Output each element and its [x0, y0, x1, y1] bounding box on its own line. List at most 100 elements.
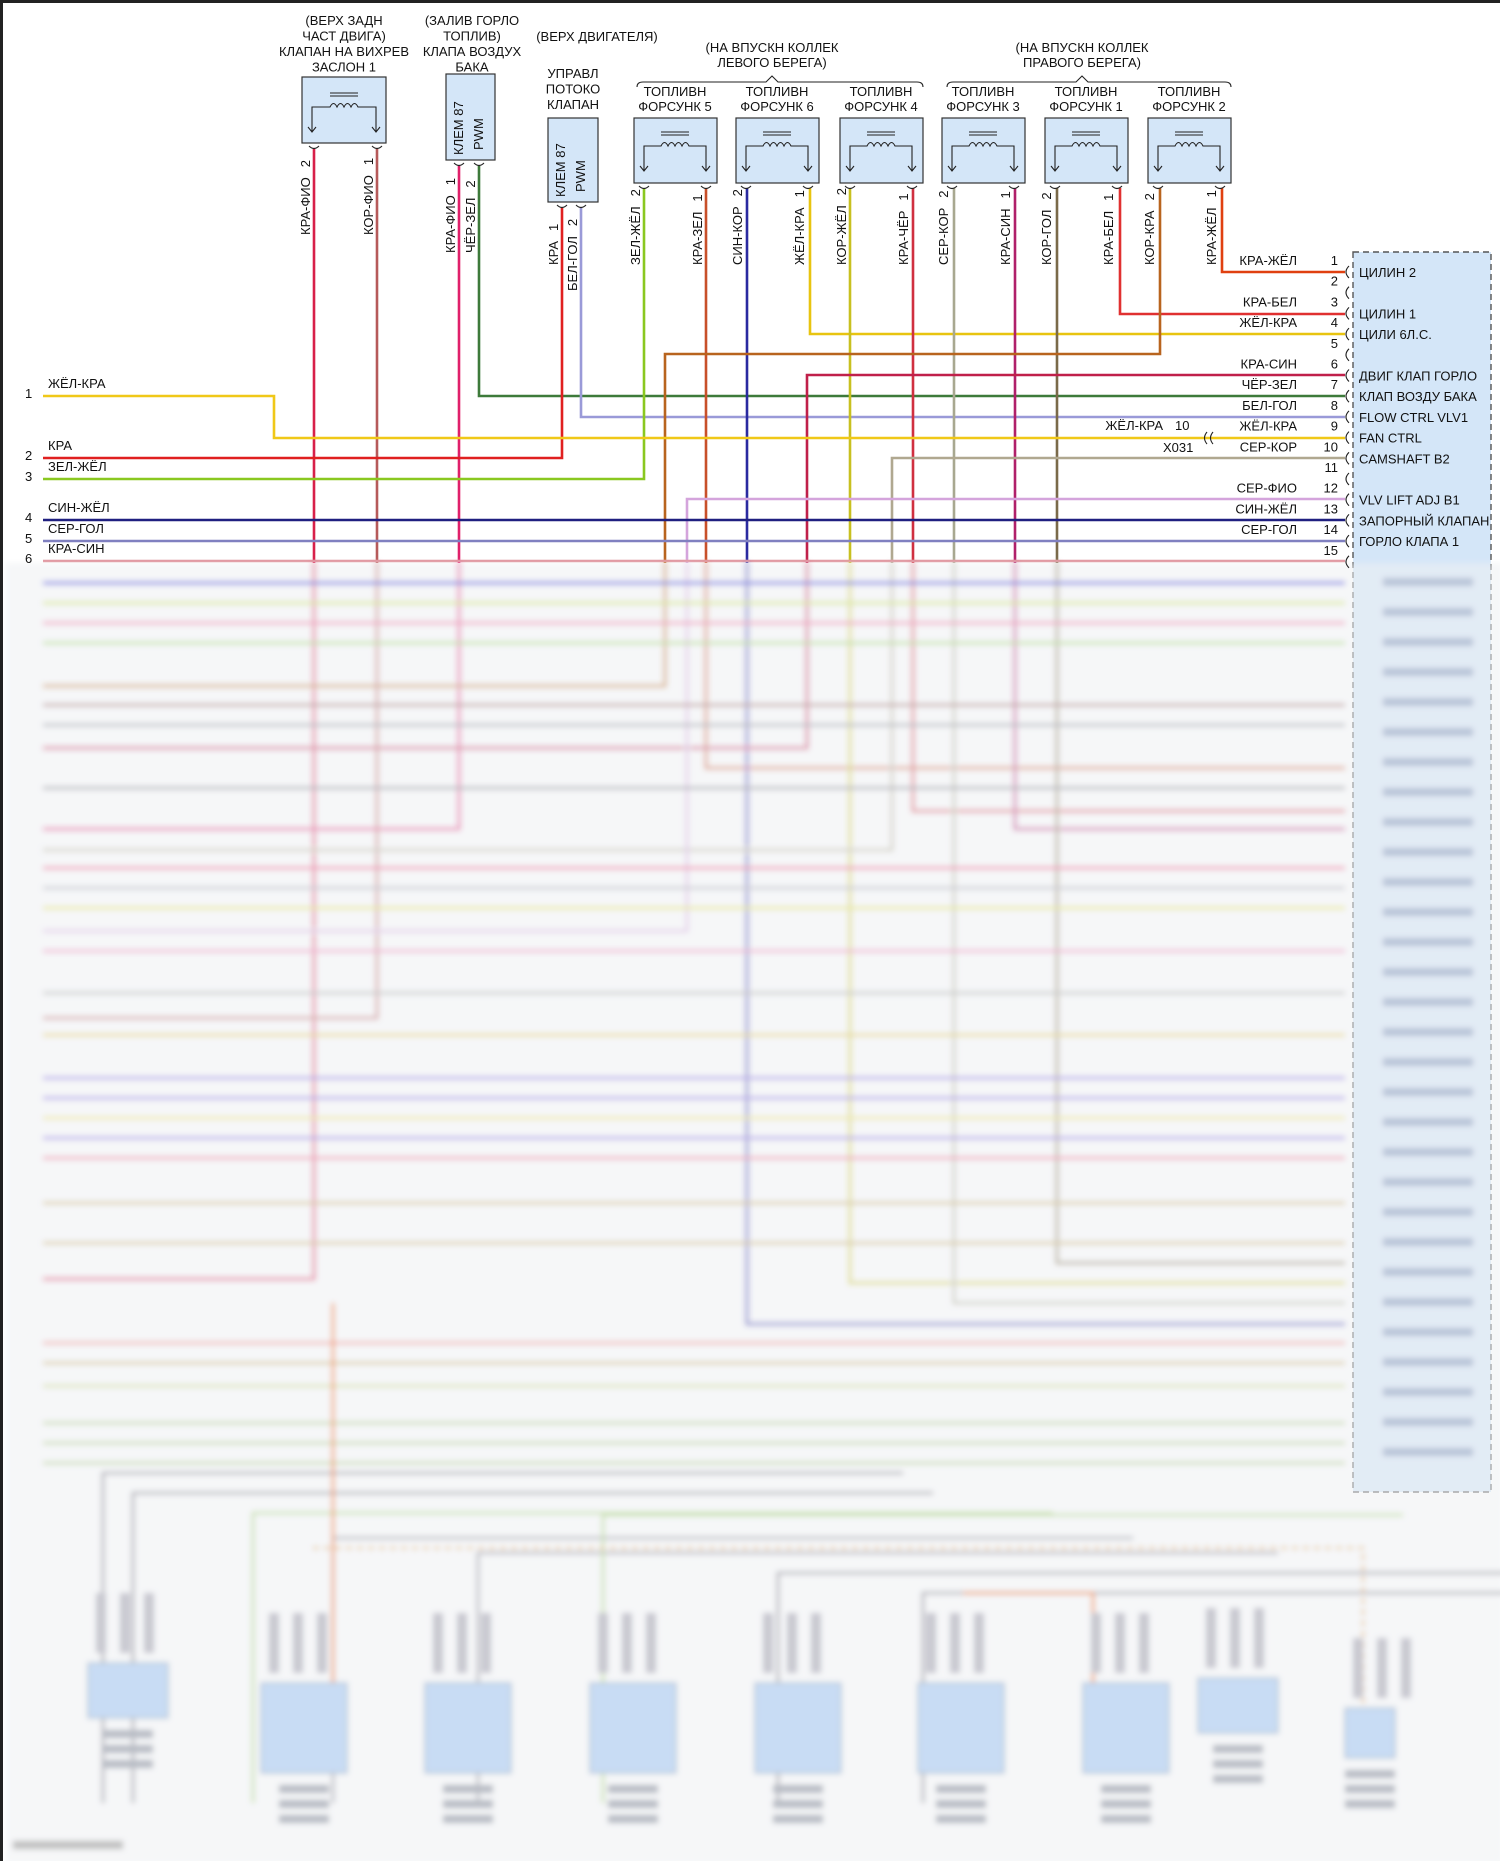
blurred-component [1197, 1677, 1279, 1734]
ecu-wire-label: КРА-БЕЛ [1243, 294, 1297, 309]
blurred-ecu-label [1383, 1058, 1473, 1066]
ecu-socket-icon [1345, 534, 1350, 548]
blurred-connector [622, 1613, 632, 1673]
blurred-caption [773, 1815, 823, 1823]
blurred-ecu-label [1383, 1118, 1473, 1126]
blurred-caption [1213, 1775, 1263, 1783]
pin-label: КОР-ГОЛ 2 [1039, 192, 1054, 265]
injector-title: ФОРСУНК 2 [1152, 99, 1226, 114]
blurred-ecu-label [1383, 668, 1473, 676]
ecu-pin-number: 6 [1331, 357, 1338, 372]
blurred-connector [1230, 1608, 1240, 1668]
blurred-ecu-label [1383, 698, 1473, 706]
blurred-ecu-label [1383, 638, 1473, 646]
group-bracket [946, 75, 1232, 88]
pin-label: СИН-КОР 2 [730, 189, 745, 265]
blurred-ecu-label [1383, 1328, 1473, 1336]
wire-inj6-zhel-kra [808, 188, 1345, 336]
blurred-connector [950, 1613, 960, 1673]
blurred-caption [1213, 1760, 1263, 1768]
blurred-ecu-label [1383, 608, 1473, 616]
fuel-injector-4 [941, 117, 1026, 184]
ecu-socket-icon [1345, 472, 1350, 486]
blurred-connector [1091, 1613, 1101, 1673]
terminal-label: КЛЕМ 87 [553, 143, 568, 197]
blurred-caption [443, 1815, 493, 1823]
pin-socket-icon [1049, 185, 1061, 190]
wire-inj4-kra-cher [911, 188, 915, 563]
ecu-wire-label: ЖЁЛ-КРА [1239, 315, 1297, 330]
wire-inj1-kor-gol [1055, 188, 1059, 563]
blurred-ecu-label [1383, 908, 1473, 916]
left-wire-label: СИН-ЖЁЛ [48, 500, 110, 515]
blurred-ecu-label [1383, 1088, 1473, 1096]
blurred-component [589, 1682, 677, 1774]
ecu-socket-icon [1345, 514, 1350, 527]
blurred-connector [1139, 1613, 1149, 1673]
ecu-pin-number: 1 [1331, 253, 1338, 268]
solenoid-coil-icon [1050, 131, 1122, 172]
blurred-caption [103, 1745, 153, 1753]
injector-title: ФОРСУНК 5 [638, 99, 712, 114]
wire-ecu10-ser-kor [890, 456, 1345, 563]
blurred-wire [251, 1511, 1053, 1803]
blurred-ecu-label [1383, 1178, 1473, 1186]
blurred-connector [1254, 1608, 1264, 1668]
ecu-wire-label: КРА-СИН [1241, 357, 1298, 372]
ecu-socket-icon [1345, 286, 1350, 300]
left-pin-number: 5 [25, 531, 32, 546]
wire-left1-zhel-kra [43, 394, 1345, 440]
pin-number: 2 [834, 188, 849, 195]
ecu-socket-icon [1345, 555, 1350, 569]
blurred-ecu-label [1383, 998, 1473, 1006]
pin-socket-icon [1008, 185, 1020, 190]
flow-control-valve [547, 117, 599, 203]
wire-color-label: ЧЁР-ЗЕЛ [463, 198, 478, 253]
blurred-connector [1206, 1608, 1216, 1668]
wire-tank-kra-fio [457, 166, 461, 563]
pin-socket-icon [1111, 185, 1123, 190]
blurred-caption [608, 1815, 658, 1823]
ecu-pin-function: КЛАП ВОЗДУ БАКА [1359, 389, 1477, 404]
pin-label: СЕР-КОР 2 [936, 190, 951, 265]
wire-inj2-kor-kra [663, 188, 1162, 563]
ecu-pin-function: ДВИГ КЛАП ГОРЛО [1359, 369, 1477, 384]
ecu-pin-number: 9 [1331, 419, 1338, 434]
left-wire-label: СЕР-ГОЛ [48, 521, 104, 536]
pin-label: ЧЁР-ЗЕЛ 2 [463, 180, 478, 253]
left-pin-number: 1 [25, 386, 32, 401]
left-wire-label: КРА-СИН [48, 541, 105, 556]
solenoid-coil-icon [1153, 131, 1225, 172]
ecu-pin-number: 8 [1331, 398, 1338, 413]
blurred-connector [787, 1613, 797, 1673]
blurred-caption [103, 1730, 153, 1738]
bank-title: ЛЕВОГО БЕРЕГА) [717, 55, 826, 70]
wire-color-label: КРА-ФИО [298, 177, 313, 235]
bank-title: (НА ВПУСКН КОЛЛЕК [706, 40, 839, 55]
wire-color-label: БЕЛ-ГОЛ [565, 236, 580, 291]
blurred-footer [13, 1841, 123, 1849]
ecu-wire-label: СЕР-ГОЛ [1241, 522, 1297, 537]
pin-label: КОР-ФИО 1 [361, 158, 376, 235]
blurred-connector [269, 1613, 279, 1673]
pin-socket-icon [1152, 185, 1164, 190]
wire-color-label: КРА-БЕЛ [1101, 211, 1116, 265]
injector-title: ТОПЛИВН [952, 84, 1015, 99]
wire-flow-kra [43, 208, 564, 460]
swirl-flap-valve [301, 76, 387, 144]
wire-color-label: КРА [546, 241, 561, 265]
component-title: БАКА [455, 60, 488, 75]
ecu-socket-icon [1345, 431, 1350, 444]
solenoid-coil-icon [307, 92, 381, 133]
wire-ecu12-ser-fio [685, 497, 1345, 563]
blurred-caption [936, 1785, 986, 1793]
wire-color-label: КРА-ЧЁР [896, 211, 911, 265]
ecu-pin-function: ЦИЛИН 2 [1359, 265, 1416, 280]
wires [43, 149, 1345, 563]
ecu-wire-label: СЕР-КОР [1240, 439, 1297, 454]
ecu-pin-function: CAMSHAFT B2 [1359, 451, 1450, 466]
left-pin-number: 3 [25, 469, 32, 484]
blurred-connector [120, 1593, 130, 1653]
wire-color-label: КОР-ФИО [361, 175, 376, 235]
wire-color-label: КРА-СИН [998, 209, 1013, 266]
